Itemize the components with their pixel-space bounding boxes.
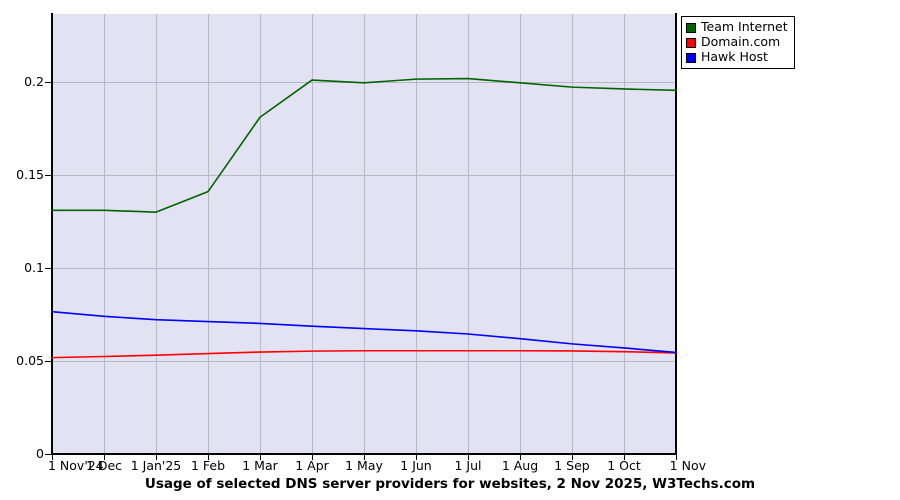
x-tick-label-5: 1 Apr bbox=[295, 458, 329, 473]
x-tick-mark-9 bbox=[520, 455, 521, 460]
legend-item-team-internet[interactable]: Team Internet bbox=[686, 20, 788, 35]
legend-item-label: Team Internet bbox=[701, 19, 788, 35]
gridline-x-5 bbox=[312, 14, 313, 454]
gridline-x-8 bbox=[468, 14, 469, 454]
x-tick-mark-4 bbox=[260, 455, 261, 460]
gridline-x-3 bbox=[208, 14, 209, 454]
y-tick-label-2: 0.1 bbox=[24, 259, 44, 275]
legend-swatch-icon bbox=[686, 37, 696, 48]
gridline-x-10 bbox=[572, 14, 573, 454]
legend-item-hawk-host[interactable]: Hawk Host bbox=[686, 50, 788, 65]
x-tick-label-10: 1 Sep bbox=[554, 458, 590, 473]
y-tick-mark-0 bbox=[45, 454, 52, 455]
x-tick-mark-3 bbox=[208, 455, 209, 460]
y-tick-mark-3 bbox=[45, 174, 52, 176]
legend-swatch-icon bbox=[686, 22, 696, 33]
x-tick-mark-10 bbox=[572, 455, 573, 460]
x-tick-label-7: 1 Jun bbox=[400, 458, 432, 473]
series-line-domain-com bbox=[51, 349, 677, 359]
y-tick-label-0: 0 bbox=[36, 446, 44, 461]
x-tick-label-9: 1 Aug bbox=[501, 458, 539, 473]
x-tick-label-0: 1 Nov'24 bbox=[48, 458, 104, 473]
x-tick-label-2: 1 Jan'25 bbox=[130, 458, 182, 473]
x-tick-mark-7 bbox=[416, 455, 417, 460]
x-axis-line bbox=[51, 453, 677, 455]
x-tick-mark-5 bbox=[312, 455, 313, 460]
series-line-hawk-host bbox=[51, 310, 677, 354]
legend-item-label: Domain.com bbox=[701, 34, 781, 50]
x-tick-mark-1 bbox=[104, 455, 105, 460]
y-tick-mark-4 bbox=[45, 81, 52, 83]
series-lines bbox=[51, 77, 677, 359]
y-tick-mark-2 bbox=[45, 267, 52, 269]
x-tick-label-11: 1 Oct bbox=[607, 458, 641, 473]
gridline-x-4 bbox=[260, 14, 261, 454]
y-tick-mark-1 bbox=[45, 360, 52, 362]
y-tick-label-4: 0.2 bbox=[24, 73, 44, 89]
chart-caption: Usage of selected DNS server providers f… bbox=[144, 476, 756, 492]
gridline-x-11 bbox=[624, 14, 625, 454]
gridline-x-2 bbox=[156, 14, 157, 454]
series-line-team-internet bbox=[51, 77, 677, 213]
x-tick-label-8: 1 Jul bbox=[454, 458, 482, 473]
x-tick-label-12: 1 Nov bbox=[669, 458, 706, 473]
gridline-x-7 bbox=[416, 14, 417, 454]
x-tick-label-4: 1 Mar bbox=[242, 458, 278, 473]
gridline-x-1 bbox=[104, 14, 105, 454]
gridline-x-6 bbox=[364, 14, 365, 454]
x-tick-mark-12 bbox=[676, 455, 677, 460]
gridline-x-9 bbox=[520, 14, 521, 454]
x-tick-mark-6 bbox=[364, 455, 365, 460]
chart-legend: Team Internet Domain.com Hawk Host bbox=[681, 16, 795, 69]
legend-item-domain-com[interactable]: Domain.com bbox=[686, 35, 788, 50]
y-tick-label-1: 0.05 bbox=[16, 352, 44, 368]
x-tick-mark-8 bbox=[468, 455, 469, 460]
x-tick-mark-0 bbox=[52, 455, 53, 460]
x-tick-mark-11 bbox=[624, 455, 625, 460]
legend-item-label: Hawk Host bbox=[701, 49, 768, 65]
x-tick-label-3: 1 Feb bbox=[190, 458, 226, 473]
x-tick-label-6: 1 May bbox=[345, 458, 383, 473]
x-tick-label-1: 1 Dec bbox=[85, 458, 123, 473]
y-tick-label-3: 0.15 bbox=[16, 166, 44, 182]
legend-swatch-icon bbox=[686, 52, 696, 63]
y-axis-line bbox=[51, 13, 53, 455]
x-tick-mark-2 bbox=[156, 455, 157, 460]
plot-right-border bbox=[675, 13, 677, 455]
